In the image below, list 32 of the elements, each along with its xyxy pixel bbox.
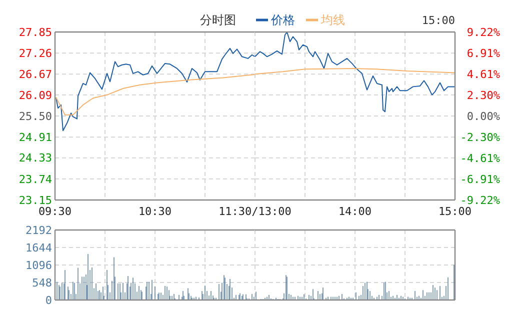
- x-tick-label: 14:00: [338, 205, 372, 218]
- y-tick-label: 23.15: [18, 194, 52, 207]
- text: 15:00: [422, 14, 455, 27]
- text: 4.61%: [466, 68, 500, 81]
- text: 6.91%: [466, 46, 500, 60]
- y-tick-label: 27.85: [18, 26, 52, 39]
- x-tick-label: 15:00: [438, 205, 472, 218]
- text: 9.22%: [466, 26, 500, 39]
- y-tick-label: 24.33: [18, 152, 52, 165]
- x-tick-label: 09:30: [38, 205, 72, 218]
- y-tick-label: 27.26: [18, 46, 52, 60]
- y-tick-label: 25.50: [18, 110, 52, 123]
- y-tick-label: 26.09: [18, 88, 52, 102]
- text: -4.61%: [460, 152, 500, 165]
- text: -6.91%: [460, 172, 500, 186]
- y-tick-label: 23.74: [18, 172, 52, 186]
- chart-title: 分时图: [200, 13, 236, 27]
- y-tick-label: 1096: [26, 258, 52, 272]
- text: 0.00%: [466, 110, 500, 123]
- legend-label: 均线: [320, 13, 345, 27]
- y-tick-label: 0: [45, 294, 52, 307]
- text: 2.30%: [466, 88, 500, 102]
- x-tick-label: 11:30/13:00: [218, 205, 292, 218]
- text: -9.22%: [460, 194, 500, 207]
- y-tick-label: 548: [32, 276, 52, 290]
- y-tick-label: 24.91: [18, 130, 52, 144]
- y-tick-label: 26.67: [18, 68, 52, 82]
- y-tick-label: 1644: [26, 241, 52, 254]
- x-tick-label: 10:30: [138, 205, 172, 218]
- legend-label: 价格: [270, 13, 295, 27]
- y-tick-label: 2192: [26, 224, 52, 237]
- text: -2.30%: [460, 130, 500, 144]
